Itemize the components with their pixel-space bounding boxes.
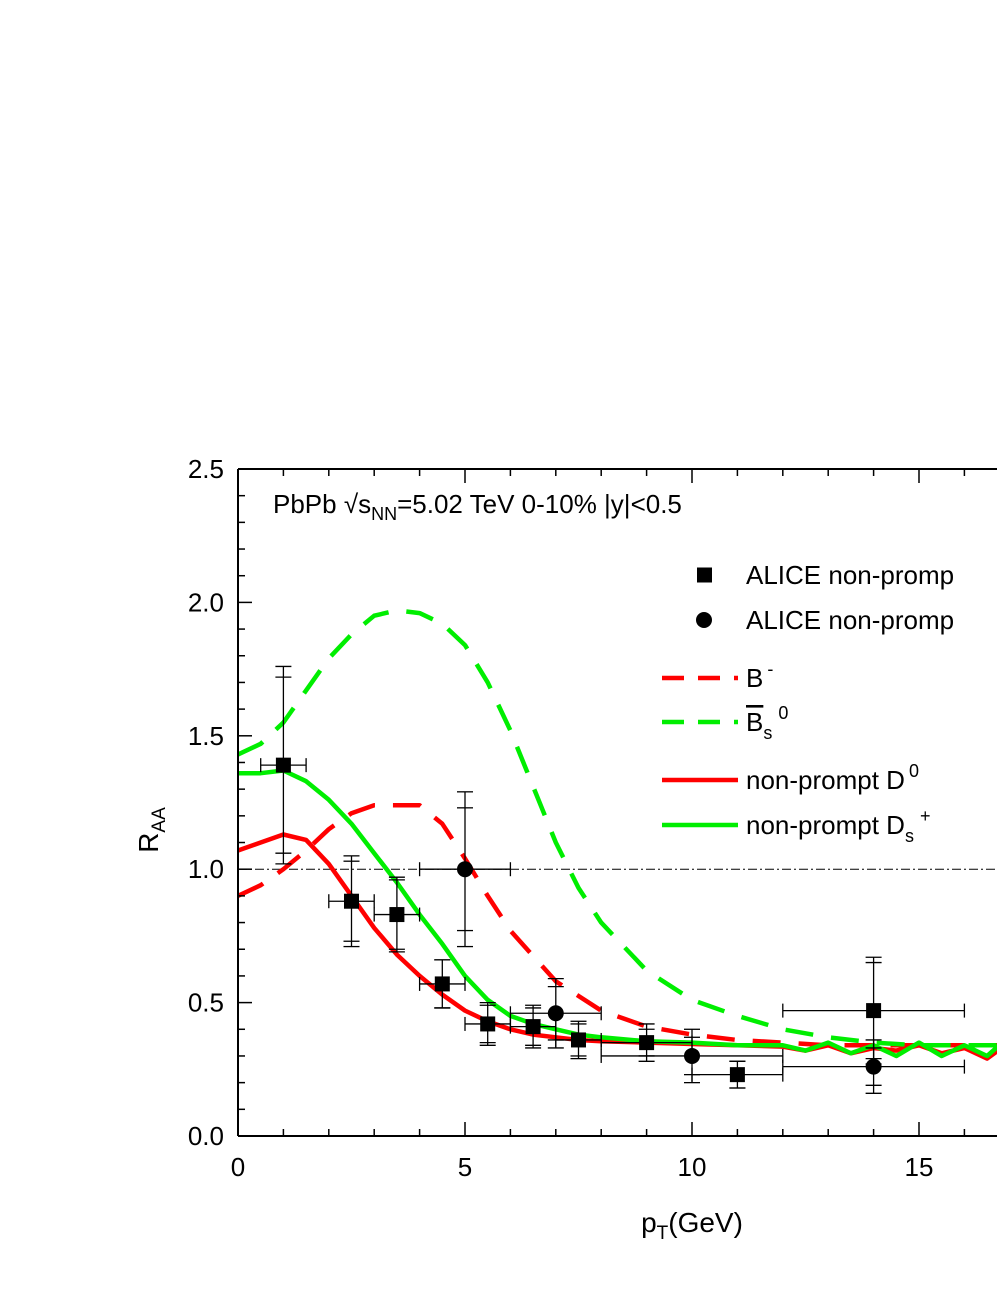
x-tick-label: 5 [458, 1152, 472, 1182]
data-point [464, 1001, 512, 1046]
data-point [328, 855, 375, 948]
legend-label: ALICE non-promp [746, 560, 954, 590]
legend-entry: ALICE non-promp [696, 605, 954, 635]
square-marker [866, 1003, 882, 1019]
legend-label: ALICE non-promp [746, 605, 954, 635]
circle-marker [457, 861, 473, 878]
legend-entry: ALICE non-promp [697, 560, 954, 590]
data-point [691, 1060, 784, 1089]
chart-text: pT(GeV) RAA PbPb √sNN=5.02 TeV 0-10% |y|<0… [133, 489, 743, 1244]
square-marker [571, 1032, 586, 1048]
legend-square-marker [697, 567, 712, 583]
y-tick-label: 1.0 [188, 854, 224, 884]
annotation-text: PbPb √sNN=5.02 TeV 0-10% |y|<0.5 [273, 489, 682, 524]
circle-marker [684, 1047, 700, 1064]
data-point [782, 1039, 966, 1094]
x-tick-label: 0 [231, 1152, 245, 1182]
square-marker [434, 976, 450, 992]
legend: ALICE non-promp ALICE non-promp B - Bs0 non-p… [662, 560, 954, 846]
y-tick-label: 2.0 [188, 587, 224, 617]
data-point [418, 791, 512, 948]
legend-label: Bs0 [746, 703, 788, 743]
axes: 0 5 10 15 0.0 0.5 1.0 1.5 2.0 2.5 [188, 454, 997, 1182]
plot-area [238, 608, 997, 1094]
square-marker [639, 1035, 655, 1051]
legend-entry: non-prompt Ds+ [662, 806, 930, 846]
legend-label: B- [746, 659, 773, 693]
legend-label: non-prompt Ds+ [746, 806, 930, 846]
legend-entry: B- [662, 659, 773, 693]
circle-marker [865, 1058, 882, 1075]
data-point [373, 876, 421, 953]
y-tick-label: 1.5 [188, 721, 224, 751]
legend-entry: Bs0 [662, 703, 788, 743]
data-point [509, 977, 602, 1049]
circle-marker [547, 1005, 564, 1022]
y-tick-label: 0.5 [188, 988, 224, 1018]
y-axis-title: RAA [133, 807, 170, 853]
square-marker [275, 757, 291, 773]
square-marker [344, 893, 359, 909]
square-marker [729, 1067, 745, 1083]
series-curve-2 [238, 802, 997, 1048]
data-point [418, 959, 466, 1009]
x-tick-label: 15 [905, 1152, 934, 1182]
legend-circle-marker [696, 612, 712, 628]
square-marker [480, 1016, 496, 1032]
square-marker [525, 1019, 541, 1035]
data-point [260, 665, 307, 865]
y-tick-label: 0.0 [188, 1121, 224, 1151]
x-tick-label: 10 [678, 1152, 707, 1182]
y-tick-label: 2.5 [188, 454, 224, 484]
square-marker [389, 907, 405, 923]
data-point [600, 1028, 784, 1084]
series-curve-3 [238, 608, 997, 1048]
x-axis-title: pT(GeV) [641, 1207, 743, 1244]
